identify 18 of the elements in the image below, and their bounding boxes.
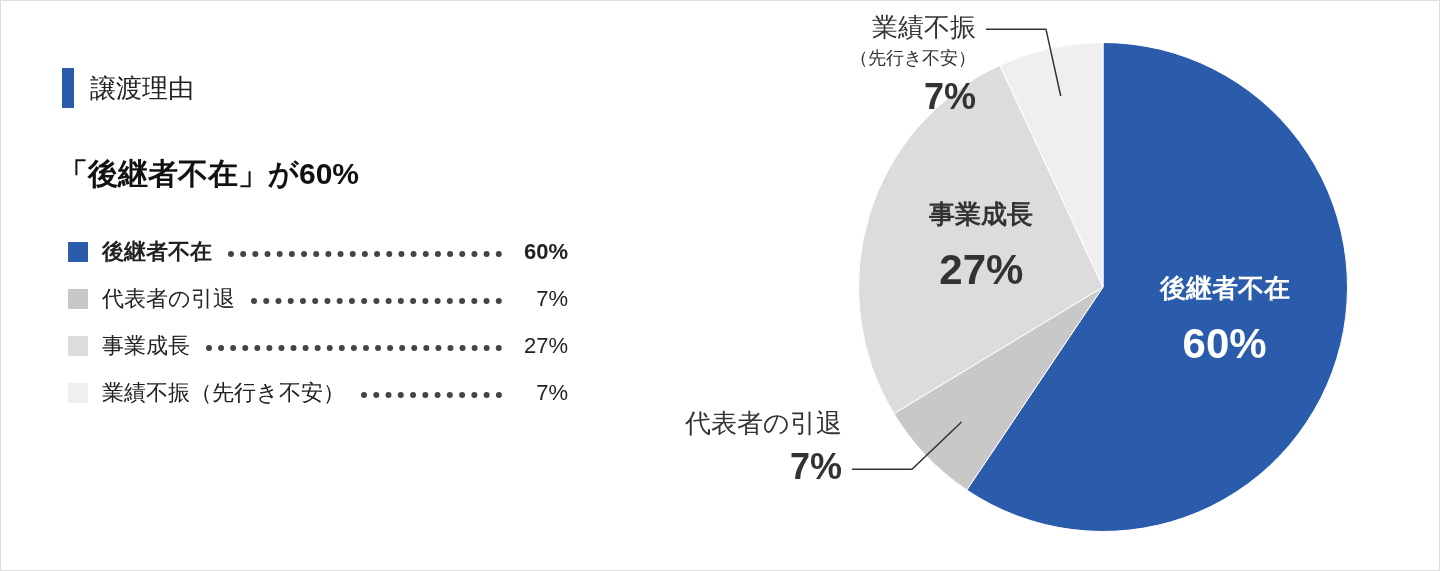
legend-label: 後継者不在 — [102, 237, 212, 266]
legend-label: 代表者の引退 — [102, 284, 235, 313]
data-label: 7% — [923, 76, 976, 118]
text: 7% — [536, 379, 568, 405]
text: 60% — [523, 238, 568, 264]
data-label: 7% — [789, 446, 842, 488]
legend-label: 業績不振（先行き不安） — [102, 378, 345, 407]
data-label: 60% — [1182, 319, 1267, 367]
slice-label: 事業成長 — [928, 199, 1034, 230]
text: 7% — [536, 285, 568, 311]
data-label: 27% — [939, 245, 1024, 293]
slice-label: 代表者の引退 — [683, 408, 842, 439]
legend-label: 事業成長 — [102, 331, 190, 360]
slice-label: 業績不振（先行き不安） — [849, 12, 976, 69]
text: 「後継者不在」が60% — [58, 156, 360, 192]
text: 譲渡理由 — [90, 71, 194, 105]
text: 27% — [523, 332, 568, 358]
slice-label: 後継者不在 — [1158, 273, 1290, 304]
